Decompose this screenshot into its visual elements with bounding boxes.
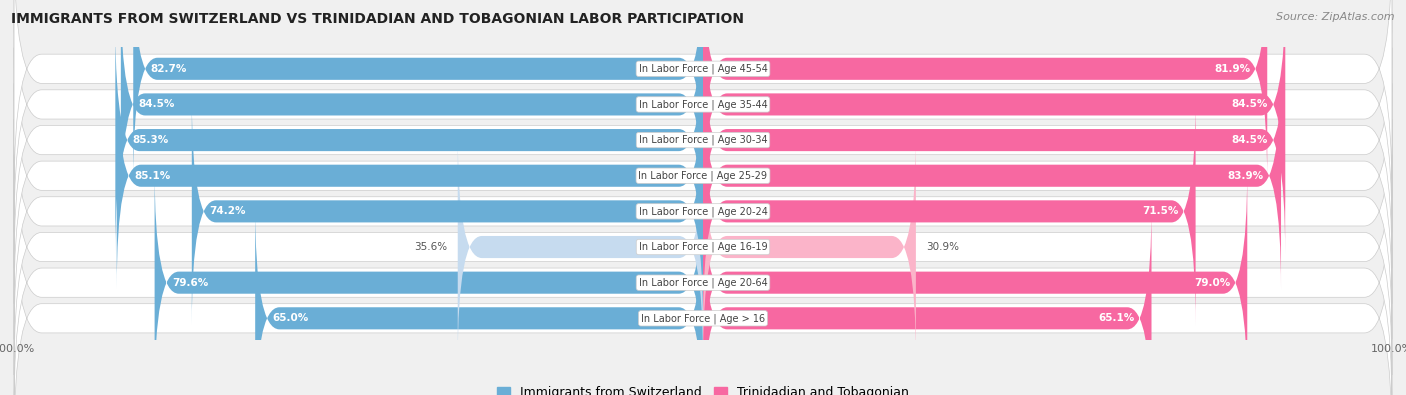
FancyBboxPatch shape	[121, 0, 703, 218]
Legend: Immigrants from Switzerland, Trinidadian and Tobagonian: Immigrants from Switzerland, Trinidadian…	[492, 381, 914, 395]
Text: 84.5%: 84.5%	[1232, 135, 1268, 145]
FancyBboxPatch shape	[155, 169, 703, 395]
FancyBboxPatch shape	[14, 48, 1392, 304]
Text: In Labor Force | Age 35-44: In Labor Force | Age 35-44	[638, 99, 768, 110]
FancyBboxPatch shape	[703, 98, 1195, 325]
Text: 85.1%: 85.1%	[134, 171, 170, 181]
Text: 83.9%: 83.9%	[1227, 171, 1264, 181]
FancyBboxPatch shape	[254, 205, 703, 395]
Text: 82.7%: 82.7%	[150, 64, 187, 74]
Text: 85.3%: 85.3%	[132, 135, 169, 145]
Text: 30.9%: 30.9%	[927, 242, 959, 252]
Text: Source: ZipAtlas.com: Source: ZipAtlas.com	[1277, 12, 1395, 22]
Text: 74.2%: 74.2%	[209, 206, 246, 216]
FancyBboxPatch shape	[703, 0, 1285, 218]
Text: In Labor Force | Age 16-19: In Labor Force | Age 16-19	[638, 242, 768, 252]
Text: In Labor Force | Age 25-29: In Labor Force | Age 25-29	[638, 171, 768, 181]
FancyBboxPatch shape	[703, 0, 1267, 182]
FancyBboxPatch shape	[14, 0, 1392, 232]
Text: In Labor Force | Age 30-34: In Labor Force | Age 30-34	[638, 135, 768, 145]
Text: In Labor Force | Age 20-64: In Labor Force | Age 20-64	[638, 277, 768, 288]
FancyBboxPatch shape	[191, 98, 703, 325]
Text: In Labor Force | Age > 16: In Labor Force | Age > 16	[641, 313, 765, 324]
FancyBboxPatch shape	[703, 26, 1285, 254]
FancyBboxPatch shape	[14, 12, 1392, 268]
FancyBboxPatch shape	[14, 0, 1392, 197]
Text: In Labor Force | Age 45-54: In Labor Force | Age 45-54	[638, 64, 768, 74]
Text: 79.0%: 79.0%	[1194, 278, 1230, 288]
FancyBboxPatch shape	[703, 133, 915, 361]
Text: 65.1%: 65.1%	[1098, 313, 1135, 324]
FancyBboxPatch shape	[14, 119, 1392, 375]
Text: 35.6%: 35.6%	[415, 242, 447, 252]
Text: 84.5%: 84.5%	[1232, 100, 1268, 109]
FancyBboxPatch shape	[14, 83, 1392, 339]
FancyBboxPatch shape	[703, 62, 1281, 290]
FancyBboxPatch shape	[458, 133, 703, 361]
Text: 79.6%: 79.6%	[172, 278, 208, 288]
Text: In Labor Force | Age 20-24: In Labor Force | Age 20-24	[638, 206, 768, 216]
Text: 81.9%: 81.9%	[1213, 64, 1250, 74]
FancyBboxPatch shape	[134, 0, 703, 182]
Text: 65.0%: 65.0%	[273, 313, 309, 324]
FancyBboxPatch shape	[14, 155, 1392, 395]
FancyBboxPatch shape	[115, 26, 703, 254]
Text: 84.5%: 84.5%	[138, 100, 174, 109]
FancyBboxPatch shape	[703, 205, 1152, 395]
FancyBboxPatch shape	[703, 169, 1247, 395]
Text: 71.5%: 71.5%	[1142, 206, 1178, 216]
Text: IMMIGRANTS FROM SWITZERLAND VS TRINIDADIAN AND TOBAGONIAN LABOR PARTICIPATION: IMMIGRANTS FROM SWITZERLAND VS TRINIDADI…	[11, 12, 744, 26]
FancyBboxPatch shape	[14, 190, 1392, 395]
FancyBboxPatch shape	[117, 62, 703, 290]
